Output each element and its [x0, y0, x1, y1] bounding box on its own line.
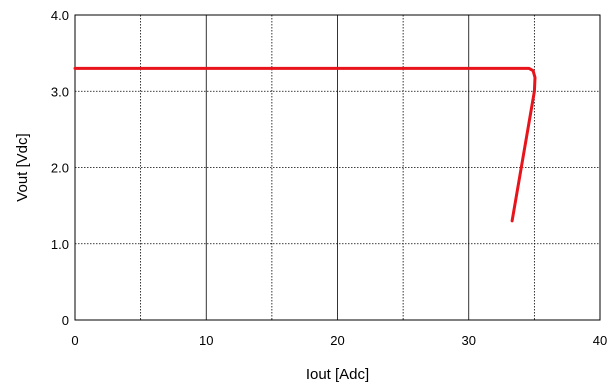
x-tick-label: 10 [199, 333, 213, 348]
y-tick-label: 1.0 [51, 237, 69, 252]
y-tick-label: 0 [62, 313, 69, 328]
y-tick-label: 2.0 [51, 161, 69, 176]
tick-labels: 0 10 20 30 40 0 1.0 2.0 3.0 4.0 [51, 8, 607, 348]
plot-frame [74, 14, 601, 321]
y-tick-label: 3.0 [51, 84, 69, 99]
x-axis-label: Iout [Adc] [306, 366, 369, 383]
y-axis-label: Vout [Vdc] [14, 133, 31, 201]
x-tick-label: 30 [462, 333, 476, 348]
x-tick-label: 0 [71, 333, 78, 348]
grid [75, 15, 600, 320]
y-tick-label: 4.0 [51, 8, 69, 23]
series-layer [73, 66, 537, 223]
series-line-0 [73, 66, 537, 223]
x-tick-label: 20 [330, 333, 344, 348]
x-tick-label: 40 [593, 333, 607, 348]
